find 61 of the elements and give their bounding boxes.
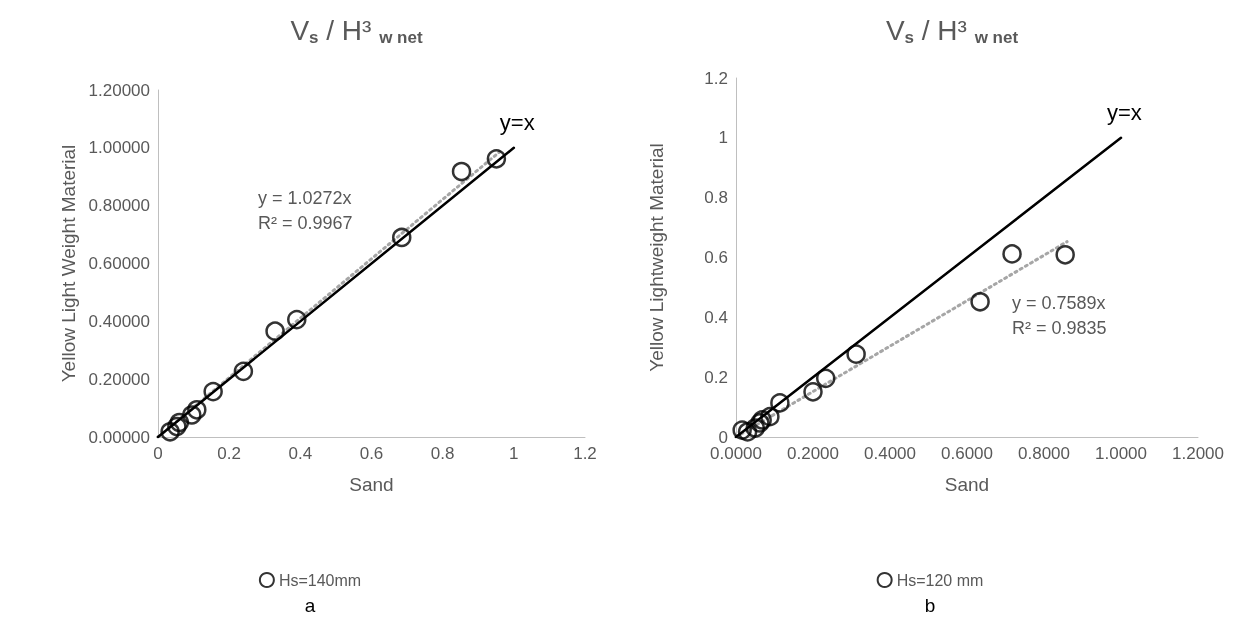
- point: [233, 361, 254, 382]
- point: [970, 292, 990, 312]
- point: [732, 420, 752, 440]
- x-tick-label: 0.8000: [1018, 444, 1070, 463]
- point: [1055, 245, 1075, 265]
- y-tick-label: 0.00000: [88, 427, 150, 447]
- annotation: y = 0.7589x R² = 0.9835: [1012, 292, 1107, 338]
- y-tick-label: 0.40000: [88, 311, 150, 331]
- x-tick-label: 0.4000: [864, 444, 916, 463]
- y-tick-label: 1.00000: [88, 138, 150, 158]
- text: b: [924, 595, 936, 616]
- annotation: y = 1.0272x R² = 0.9967: [258, 187, 353, 233]
- x-axis-title: Sand: [944, 474, 990, 495]
- x-tick-label: 0.4: [288, 444, 313, 463]
- y-tick-label: 0.4: [704, 307, 728, 327]
- legend-label: Hs=120 mm: [896, 571, 984, 589]
- y-axis-title: Yellow Light Weight Material: [57, 144, 79, 383]
- y-tick-label: 1: [718, 128, 728, 148]
- text: a: [304, 595, 316, 616]
- point: [182, 405, 202, 425]
- y-tick-label: 0.2: [704, 367, 728, 387]
- point: [745, 418, 765, 438]
- point: [486, 149, 507, 169]
- x-tick-label: 0.2: [217, 444, 241, 463]
- x-axis-title: Sand: [349, 474, 394, 495]
- point: [203, 381, 223, 402]
- y-tick-label: 0.80000: [88, 196, 150, 216]
- y-tick-label: 1.20000: [88, 80, 150, 100]
- point: [770, 393, 790, 413]
- y-tick-label: 0.60000: [88, 254, 150, 273]
- legend-label: Hs=140mm: [278, 571, 362, 589]
- point: [187, 400, 207, 420]
- annotation: y=x: [1107, 99, 1142, 125]
- y-tick-label: 0: [718, 427, 728, 447]
- x-tick-label: 1.2: [573, 444, 597, 463]
- y-tick-label: 1.2: [704, 68, 728, 88]
- point: [846, 344, 866, 364]
- y-tick-label: 0.6: [704, 248, 728, 267]
- x-tick-label: 1.0000: [1095, 444, 1147, 463]
- point: [287, 309, 307, 330]
- x-tick-label: 0.8: [430, 444, 455, 463]
- point: [737, 422, 758, 442]
- x-tick-label: 0.0000: [710, 444, 762, 463]
- x-tick-label: 0.6: [359, 444, 384, 463]
- point: [760, 406, 780, 427]
- point: [1002, 244, 1022, 264]
- point: [815, 368, 836, 389]
- y-tick-label: 0.20000: [88, 369, 150, 389]
- point: [451, 161, 472, 182]
- x-tick-label: 0.6000: [941, 444, 993, 463]
- x-tick-label: 1.2000: [1172, 444, 1224, 463]
- point: [803, 382, 823, 402]
- point: [392, 227, 412, 248]
- x-tick-label: 0.2000: [787, 444, 839, 463]
- annotation: y=x: [499, 109, 535, 135]
- point: [160, 422, 180, 442]
- y-axis-title: Yellow Lightweight Material: [646, 143, 667, 372]
- x-tick-label: 1: [509, 444, 519, 463]
- point: [265, 321, 285, 341]
- x-tick-label: 0: [153, 444, 163, 463]
- y-tick-label: 0.8: [704, 188, 728, 208]
